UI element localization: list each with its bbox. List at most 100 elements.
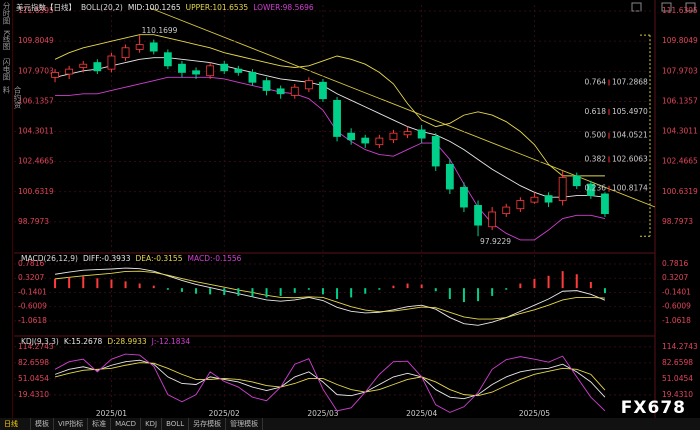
y-tick-label-left: 0.3207 bbox=[18, 273, 44, 282]
y-tick-label-right: 102.4665 bbox=[662, 157, 698, 166]
high-annotation: 110.1699 bbox=[142, 26, 178, 35]
candle-body bbox=[192, 70, 200, 75]
candle-body bbox=[333, 99, 341, 137]
candle-body bbox=[417, 129, 426, 139]
side-tab[interactable]: 合约资料 bbox=[2, 86, 22, 109]
fib-ratio: 0.500 bbox=[585, 131, 607, 140]
sidebar: 分时图 K线图 闪电图 合约资料 bbox=[0, 0, 22, 418]
y-tick-label-right: 100.6319 bbox=[662, 187, 698, 196]
chart-title: 美元指数【日线】 bbox=[16, 2, 76, 12]
legend-entry: DIFF:-0.3933 bbox=[83, 254, 131, 263]
fib-ratio: 0.236 bbox=[585, 184, 607, 193]
y-tick-label-left: 19.4310 bbox=[18, 390, 49, 399]
candle-body bbox=[445, 163, 454, 190]
y-tick-label-right: 114.2743 bbox=[662, 342, 698, 351]
fib-price: 100.8174 bbox=[612, 184, 648, 193]
fib-price: 102.6063 bbox=[612, 154, 648, 163]
candle-body bbox=[431, 136, 440, 167]
candle-body bbox=[178, 63, 186, 73]
y-tick-label-right: 111.6395 bbox=[662, 6, 698, 15]
toolbar-tab[interactable]: 模板 bbox=[31, 418, 54, 430]
y-tick-label-left: 111.6395 bbox=[18, 6, 54, 15]
candle-body bbox=[361, 137, 370, 144]
fib-ratio: 0.618 bbox=[585, 107, 607, 116]
candle-body bbox=[93, 62, 102, 72]
y-tick-label-left: -0.6009 bbox=[18, 302, 47, 311]
y-tick-label-left: 51.0454 bbox=[18, 374, 49, 383]
y-tick-label-left: 114.2743 bbox=[18, 342, 54, 351]
y-tick-label-right: 106.1357 bbox=[662, 96, 698, 105]
candle-body bbox=[65, 68, 74, 75]
legend-entry: DEA:-0.3155 bbox=[135, 254, 182, 263]
candle-body bbox=[220, 63, 229, 72]
y-tick-label-right: -0.1401 bbox=[662, 287, 691, 296]
candle-body bbox=[502, 206, 511, 215]
y-tick-label-left: 82.6598 bbox=[18, 358, 49, 367]
candle-body bbox=[319, 81, 327, 100]
y-tick-label-right: 51.0454 bbox=[662, 374, 693, 383]
toolbar-tab[interactable]: 管理模板 bbox=[226, 418, 264, 430]
y-tick-label-left: 106.1357 bbox=[18, 96, 54, 105]
y-tick-label-right: 109.8049 bbox=[662, 36, 698, 45]
legend-entry: UPPER:101.6535 bbox=[186, 3, 249, 12]
toolbar-tab[interactable]: MACD bbox=[111, 418, 142, 430]
side-tab[interactable]: 分时图 bbox=[2, 2, 11, 25]
x-tick-label: 2025/01 bbox=[96, 409, 127, 418]
candle-body bbox=[107, 55, 116, 70]
icon[interactable] bbox=[631, 2, 642, 12]
y-tick-label-left: -0.1401 bbox=[18, 287, 47, 296]
indicator-line bbox=[54, 57, 606, 198]
indicator-name: KDJ(9,3,3) bbox=[21, 337, 59, 346]
candle-body bbox=[530, 196, 539, 203]
icon[interactable] bbox=[685, 2, 696, 12]
candle-body bbox=[389, 132, 398, 141]
candle-body bbox=[121, 47, 130, 59]
icon[interactable] bbox=[661, 2, 672, 12]
fib-ratio: 0.764 bbox=[585, 77, 607, 86]
toolbar-tab[interactable]: VIP指标 bbox=[54, 418, 89, 430]
toolbar-tab[interactable]: 标准 bbox=[88, 418, 112, 430]
panel-header: KDJ(9,3,3) K:15.2678 D:28.9933 J:-12.1834 bbox=[21, 337, 190, 346]
watermark: FX678 bbox=[620, 398, 686, 418]
candle-body bbox=[290, 86, 299, 96]
legend-entry: MACD:-0.1556 bbox=[187, 254, 241, 263]
y-tick-label-right: -0.6009 bbox=[662, 302, 691, 311]
toolbar-tab[interactable]: 另存模板 bbox=[189, 418, 227, 430]
legend-entry: LOWER:98.5696 bbox=[253, 3, 314, 12]
x-tick-label: 2025/05 bbox=[519, 409, 550, 418]
side-tab[interactable]: K线图 bbox=[2, 30, 11, 50]
toolbar-tab[interactable]: KDJ bbox=[141, 418, 163, 430]
chart: 2025/01 2025/02 2025/03 2025/04 2025/05 111.6… bbox=[14, 0, 698, 418]
y-tick-label-right: 0.7816 bbox=[662, 259, 688, 268]
candle-body bbox=[135, 44, 144, 50]
panel-header: 美元指数【日线】 BOLL(20,2) MID:100.1265 UPPER:101.… bbox=[16, 2, 314, 12]
toolbar-tab[interactable]: BOLL bbox=[162, 418, 190, 430]
candle-body bbox=[586, 183, 595, 196]
side-tab[interactable]: 闪电图 bbox=[2, 58, 11, 81]
candle-body bbox=[163, 52, 172, 67]
candle-body bbox=[206, 65, 215, 77]
candle-body bbox=[248, 72, 257, 83]
candle-body bbox=[460, 186, 468, 208]
legend-entry: K:15.2678 bbox=[64, 337, 103, 346]
y-tick-label-left: 100.6319 bbox=[18, 187, 54, 196]
fib-price: 105.4970 bbox=[612, 107, 648, 116]
indicator-line bbox=[55, 270, 605, 320]
candle-body bbox=[51, 72, 59, 78]
y-tick-label-left: 0.7816 bbox=[18, 259, 44, 268]
period-label[interactable]: 日线 bbox=[0, 418, 31, 430]
indicator-line bbox=[54, 267, 606, 326]
candle-body bbox=[149, 42, 158, 52]
legend-entry: MID:100.1265 bbox=[128, 3, 181, 12]
x-tick-label: 2025/02 bbox=[209, 409, 240, 418]
y-tick-label-left: 98.7973 bbox=[18, 217, 49, 226]
x-tick-label: 2025/03 bbox=[307, 409, 338, 418]
y-tick-label-right: 98.7973 bbox=[662, 217, 693, 226]
y-tick-label-right: 107.9703 bbox=[662, 66, 698, 75]
fib-price: 107.2868 bbox=[612, 77, 648, 86]
indicator-line bbox=[54, 362, 606, 397]
y-tick-label-left: 109.8049 bbox=[18, 36, 54, 45]
candle-body bbox=[234, 68, 243, 73]
low-annotation: 97.9229 bbox=[480, 237, 511, 246]
candle-body bbox=[304, 80, 313, 90]
